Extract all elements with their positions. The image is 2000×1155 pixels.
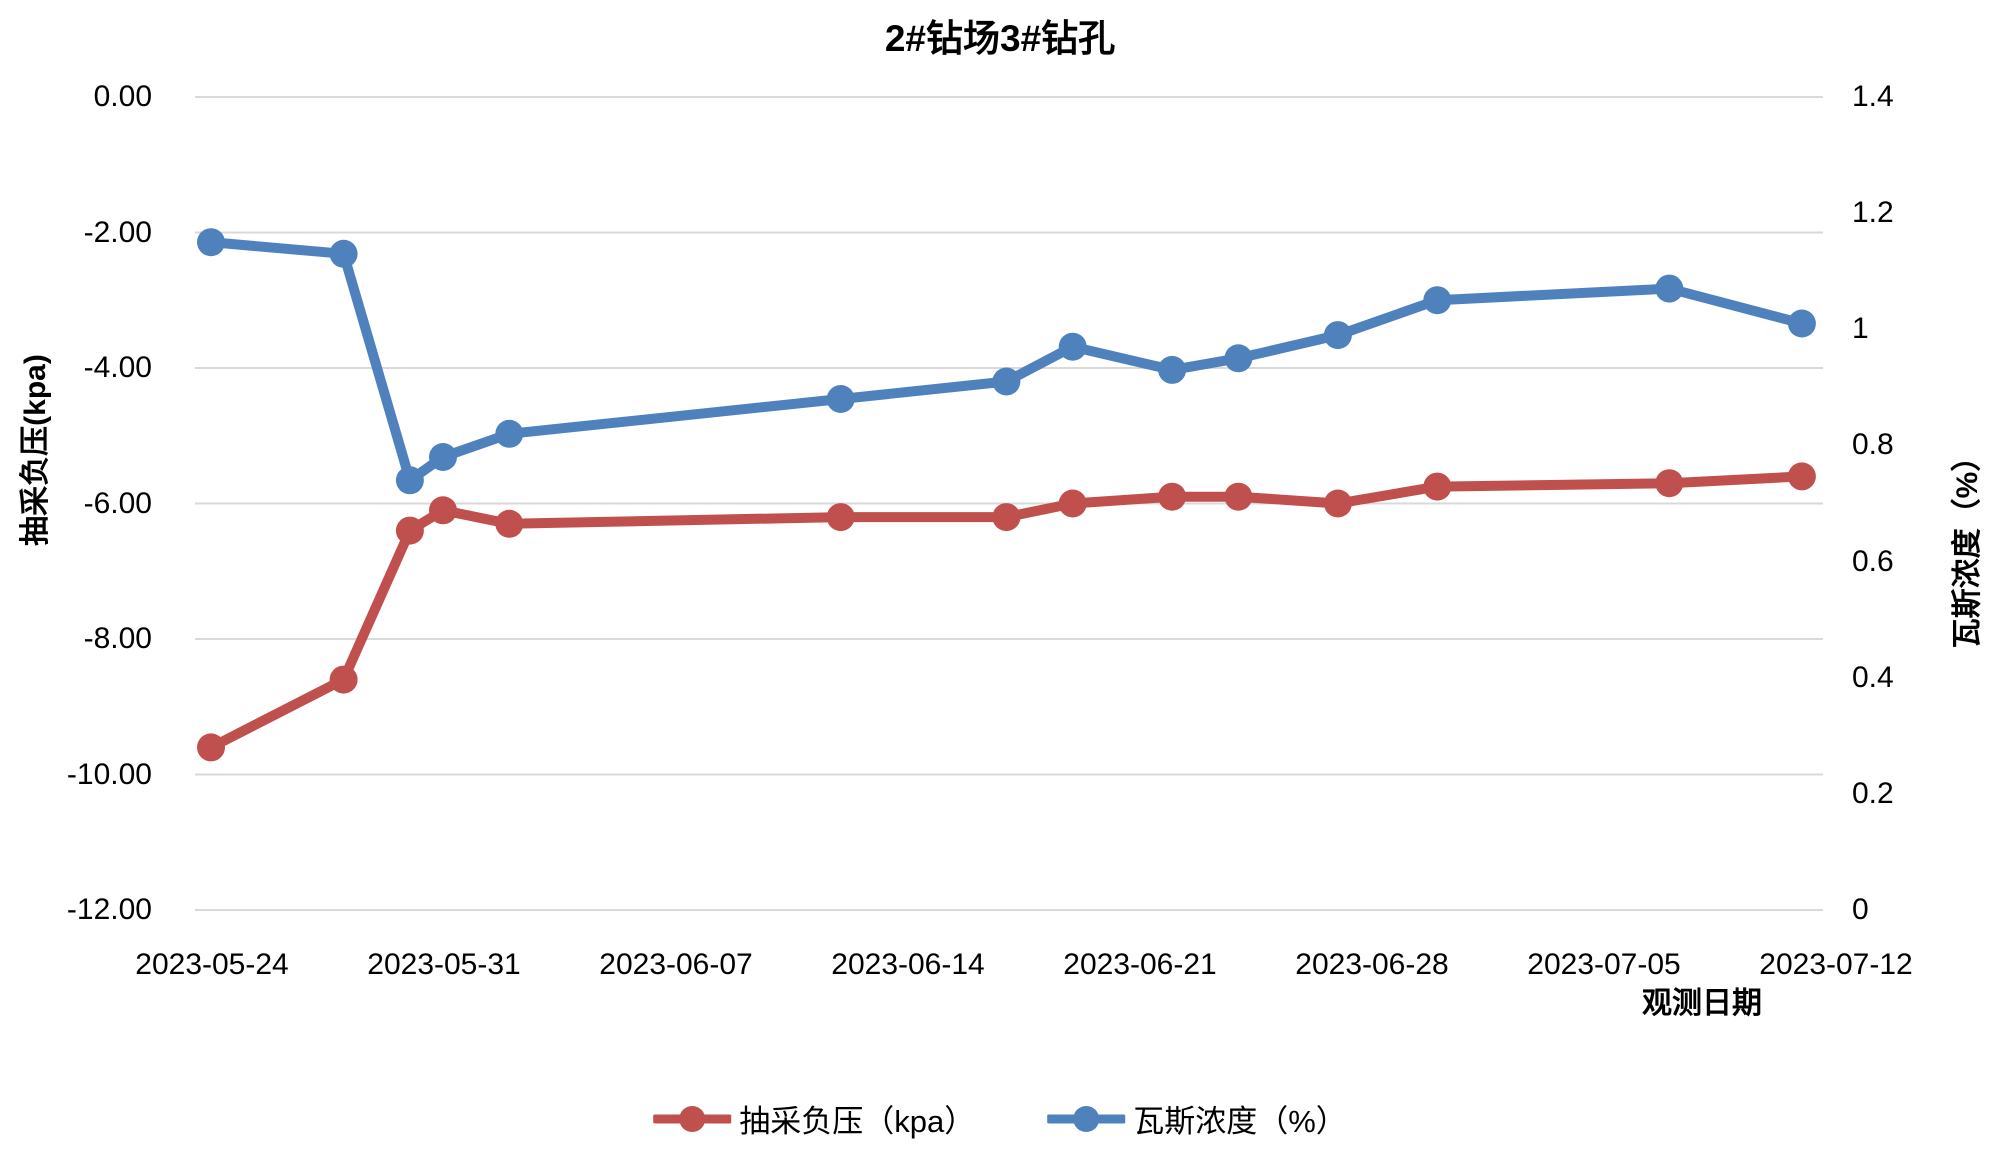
data-point-marker [1224, 344, 1253, 373]
x-axis-tick-label: 2023-06-21 [1063, 948, 1217, 981]
data-point-marker [197, 733, 225, 762]
data-point-marker [1655, 274, 1684, 303]
right-axis-tick-label: 1.4 [1852, 80, 1894, 113]
right-axis-tick-label: 0.2 [1852, 776, 1894, 810]
data-point-marker [429, 443, 457, 471]
left-axis-tick-label: 0.00 [93, 80, 152, 113]
data-point-marker [329, 239, 358, 268]
legend-label-pressure: 抽采负压（kpa） [739, 1104, 976, 1139]
left-axis-tick-label: -6.00 [83, 486, 152, 520]
chart-title: 2#钻场3#钻孔 [884, 18, 1116, 59]
data-point-marker [329, 665, 358, 694]
x-axis-tick-label: 2023-07-12 [1759, 948, 1913, 981]
left-axis-tick-label: -4.00 [83, 351, 152, 384]
right-axis-tick-label: 0.8 [1852, 428, 1894, 462]
data-point-marker [1323, 489, 1352, 518]
data-point-marker [826, 385, 855, 413]
data-point-marker [495, 509, 524, 538]
data-point-marker [429, 496, 457, 525]
gas-series-line [206, 237, 1807, 486]
data-point-marker [1158, 355, 1187, 384]
x-axis-title: 观测日期 [1642, 987, 1762, 1020]
right-axis-tick-label: 0.6 [1852, 544, 1894, 578]
data-point-marker [1058, 332, 1087, 361]
right-axis-tick-label: 0 [1852, 893, 1869, 926]
data-point-marker [826, 503, 855, 532]
data-point-marker [992, 367, 1021, 396]
data-point-marker [197, 228, 225, 257]
x-axis-tick-label: 2023-07-05 [1527, 948, 1681, 981]
gas-legend-marker-icon [1047, 1105, 1126, 1132]
right-axis-tick-label: 0.4 [1852, 660, 1894, 694]
x-axis-tick-label: 2023-05-24 [135, 948, 289, 981]
legend-label-gas: 瓦斯浓度（%） [1133, 1104, 1347, 1139]
left-axis-title: 抽采负压(kpa) [19, 354, 52, 546]
data-point-marker [395, 516, 424, 545]
data-point-marker [1423, 286, 1452, 315]
x-axis-tick-label: 2023-05-31 [367, 948, 521, 981]
legend: 抽采负压（kpa） 瓦斯浓度（%） [653, 1096, 1347, 1141]
data-point-marker [1787, 309, 1816, 338]
left-axis-tick-label: -2.00 [83, 215, 152, 249]
data-point-marker [992, 503, 1021, 532]
left-axis-tick-label: -12.00 [66, 893, 152, 926]
x-axis-tick-label: 2023-06-28 [1295, 948, 1449, 981]
data-point-marker [495, 419, 524, 448]
left-axis-tick-label: -8.00 [83, 622, 152, 655]
left-axis-tick-label: -10.00 [66, 757, 152, 791]
right-axis-tick-label: 1.2 [1852, 196, 1894, 230]
data-point-marker [395, 466, 424, 495]
data-point-marker [1224, 482, 1253, 511]
data-point-marker [1787, 462, 1816, 491]
x-axis-tick-label: 2023-06-14 [831, 948, 985, 981]
data-point-marker [1058, 489, 1087, 518]
data-point-marker [1323, 321, 1352, 350]
legend-item-pressure: 抽采负压（kpa） [653, 1096, 975, 1141]
legend-item-gas: 瓦斯浓度（%） [1047, 1096, 1347, 1141]
data-point-marker [1158, 482, 1187, 511]
right-axis-title: 瓦斯浓度（%） [1951, 441, 1984, 649]
pressure-legend-marker-icon [653, 1105, 732, 1132]
right-axis-tick-label: 1 [1852, 312, 1869, 346]
data-point-marker [1423, 472, 1452, 501]
x-axis-tick-label: 2023-06-07 [599, 948, 753, 981]
data-point-marker [1655, 469, 1684, 498]
